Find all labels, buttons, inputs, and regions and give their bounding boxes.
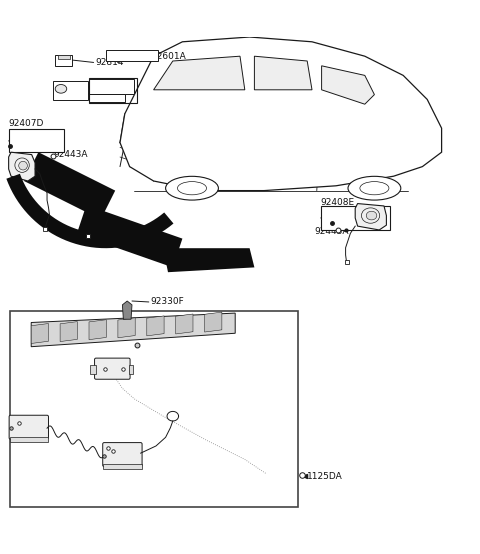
Polygon shape [10,437,48,442]
FancyBboxPatch shape [9,416,48,439]
Bar [10,311,298,507]
Polygon shape [55,55,72,66]
Polygon shape [154,56,245,90]
Text: 18643P: 18643P [11,141,45,150]
Bar [106,50,158,61]
Polygon shape [90,365,96,374]
Polygon shape [58,55,70,59]
Polygon shape [60,322,77,342]
Text: 92530B: 92530B [85,435,120,445]
Text: 92330F: 92330F [150,296,184,305]
Text: 92163A: 92163A [11,130,45,139]
Text: 92407D: 92407D [9,119,44,128]
Text: 92620: 92620 [90,91,119,100]
Ellipse shape [366,211,377,220]
Polygon shape [103,464,142,469]
Bar [9,129,64,152]
Text: 92814: 92814 [95,58,123,67]
Polygon shape [163,248,254,272]
Text: 92601A: 92601A [151,52,186,61]
Text: 18645B: 18645B [90,82,125,91]
Polygon shape [31,313,235,347]
Text: 92601A: 92601A [108,51,143,60]
Polygon shape [118,318,135,338]
Text: 92408E: 92408E [321,198,355,207]
Text: 92620: 92620 [95,94,123,103]
Text: 92620: 92620 [90,94,119,102]
Polygon shape [24,152,115,219]
Text: 18643P: 18643P [334,218,368,227]
Polygon shape [53,81,88,100]
Text: 92443A: 92443A [54,150,88,158]
Text: 92443A: 92443A [314,227,349,237]
FancyBboxPatch shape [95,358,130,379]
Text: 18645B: 18645B [90,80,125,90]
Ellipse shape [348,176,401,200]
Bar [89,94,125,102]
Text: 92506A: 92506A [89,237,123,245]
Polygon shape [77,205,182,268]
Text: 92163A: 92163A [346,207,380,216]
Polygon shape [147,316,164,336]
Ellipse shape [19,161,27,170]
Polygon shape [322,66,374,104]
Text: 81260B: 81260B [35,365,69,373]
Polygon shape [355,203,386,230]
Polygon shape [176,314,193,334]
Polygon shape [9,152,35,181]
Bar [89,79,134,94]
Text: 92569A: 92569A [33,342,67,351]
FancyBboxPatch shape [103,443,142,466]
Polygon shape [204,312,222,332]
Polygon shape [89,320,106,340]
Polygon shape [31,324,48,343]
Ellipse shape [55,85,67,93]
Polygon shape [254,56,312,90]
Text: 1125DA: 1125DA [307,471,343,481]
Ellipse shape [166,176,218,200]
Bar [321,206,390,230]
Bar [89,78,137,103]
Polygon shape [122,301,132,319]
Polygon shape [120,37,442,191]
Polygon shape [6,174,173,248]
Polygon shape [129,365,133,374]
